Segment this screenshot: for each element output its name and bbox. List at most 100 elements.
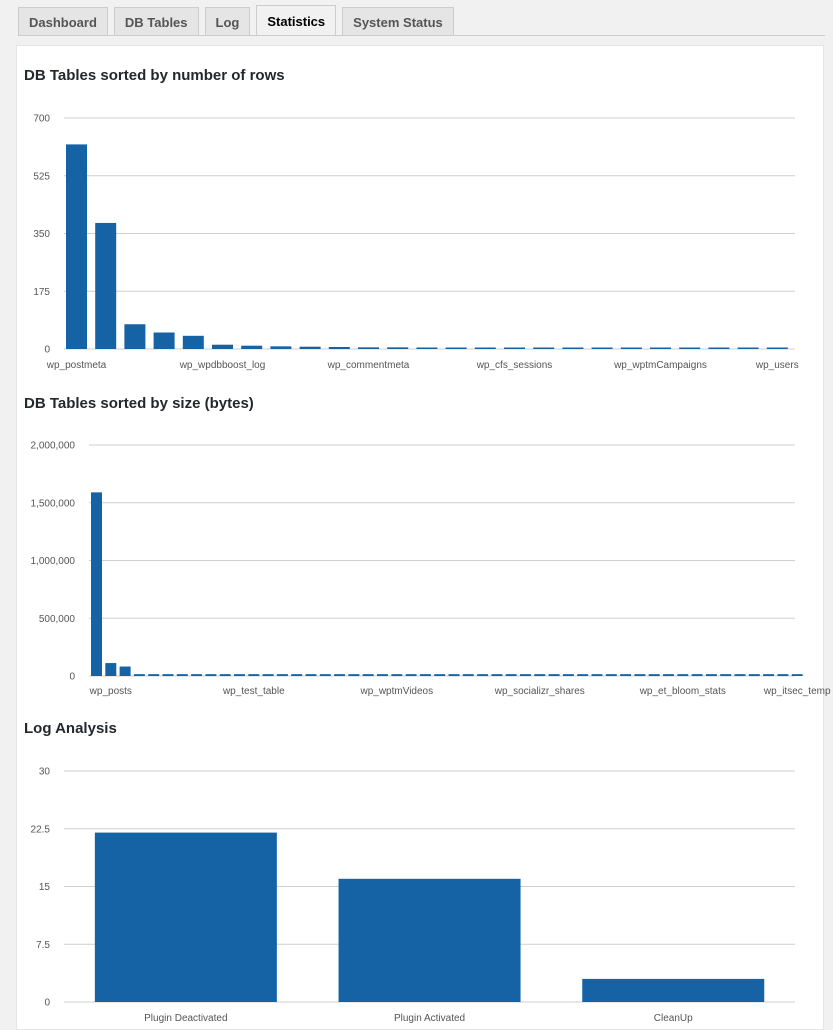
bar [720,674,732,676]
bar [124,324,146,349]
x-tick-label: Plugin Deactivated [144,1013,227,1024]
bar [305,674,317,676]
x-tick-label: wp_test_table [222,686,285,697]
bar [205,674,217,676]
x-tick-label: wp_socializr_shares [494,686,585,697]
bar [605,674,617,676]
bar [162,674,174,676]
y-tick-label: 500,000 [39,614,76,625]
y-tick-label: 0 [69,672,75,683]
bar [708,347,730,349]
x-tick-label: wp_postmeta [46,360,107,371]
bar [212,344,233,349]
bar [577,674,589,676]
bar [191,674,203,676]
x-tick-label: wp_itsec_temp [763,686,831,697]
tab-bar: Dashboard DB Tables Log Statistics Syste… [18,5,454,36]
tab-divider [18,35,825,36]
y-tick-label: 1,500,000 [31,498,76,509]
bar [737,347,759,349]
bar [591,347,613,349]
x-tick-label: CleanUp [654,1013,693,1024]
bar [377,674,388,676]
rows-chart-title: DB Tables sorted by number of rows [24,67,285,84]
bar [791,674,803,676]
bar [182,335,204,349]
y-tick-label: 700 [33,114,50,125]
bar [491,674,503,676]
size-bar-chart: 2,000,000 1,500,000 1,000,000 500,000 0 wp_po… [31,441,831,698]
bar [241,345,263,349]
bar [445,347,467,349]
bar [562,347,584,349]
bar [105,663,117,676]
bar [434,674,446,676]
bar [358,347,379,349]
bar [504,347,525,349]
y-tick-label: 1,000,000 [31,556,76,567]
x-tick-label: wp_wptmCampaigns [613,360,707,371]
log-bar-chart: 30 22.5 15 7.5 0 Plugin Deactivated Plugin Act… [31,767,795,1024]
rows-bar-chart: 700 525 350 175 0 wp_postmeta wp_wpdbboost_log… [33,114,799,372]
bar [276,674,288,676]
bar [533,347,555,349]
bar [591,674,603,676]
bar [119,666,131,676]
bar [534,674,546,676]
bar [477,674,489,676]
bar [679,347,701,349]
bar [505,674,517,676]
bar [677,674,689,676]
tab-dashboard[interactable]: Dashboard [18,7,108,36]
y-tick-label: 30 [39,767,51,778]
bar [66,144,87,349]
y-tick-label: 15 [39,882,51,893]
tab-db-tables[interactable]: DB Tables [113,7,199,36]
bar [153,332,175,349]
bar [291,674,303,676]
x-tick-label: wp_et_bloom_stats [639,686,726,697]
y-tick-label: 7.5 [36,940,50,951]
x-tick-label: wp_posts [89,686,132,697]
tab-system-status[interactable]: System Status [342,7,454,36]
x-tick-label: wp_wpdbboost_log [179,360,266,371]
y-tick-label: 525 [33,171,50,182]
bar [691,674,703,676]
bar [95,222,117,349]
y-tick-label: 22.5 [31,824,51,835]
size-chart-title: DB Tables sorted by size (bytes) [24,395,254,412]
bar [176,674,188,676]
bar [620,674,632,676]
bar [334,674,346,676]
bar [650,347,671,349]
x-tick-label: wp_commentmeta [327,360,410,371]
tab-statistics[interactable]: Statistics [256,5,337,36]
bar [634,674,646,676]
x-tick-label: wp_users [755,360,799,371]
bar [763,674,775,676]
bar [620,347,642,349]
tab-log[interactable]: Log [204,7,251,36]
y-tick-label: 0 [44,345,50,356]
log-chart-title: Log Analysis [24,720,117,737]
bar [562,674,574,676]
bar [248,674,260,676]
bar [338,878,521,1002]
bar [419,674,431,676]
bar [648,674,660,676]
bar [705,674,717,676]
bar [748,674,760,676]
bar [262,674,274,676]
x-tick-label: wp_cfs_sessions [476,360,553,371]
bar [405,674,417,676]
bar [328,347,350,349]
bar [91,492,102,676]
bar [663,674,674,676]
bar [777,674,789,676]
y-tick-label: 2,000,000 [31,441,76,452]
bar [462,674,474,676]
bar [148,674,160,676]
y-tick-label: 175 [33,287,50,298]
bar [319,674,331,676]
x-tick-label: Plugin Activated [394,1013,465,1024]
